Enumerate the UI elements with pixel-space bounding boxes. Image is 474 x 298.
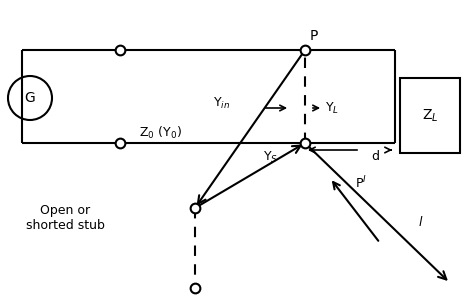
- Text: Open or
shorted stub: Open or shorted stub: [26, 204, 104, 232]
- Text: P: P: [310, 29, 319, 43]
- Text: l: l: [418, 217, 422, 229]
- Text: Z$_L$: Z$_L$: [422, 108, 438, 124]
- Text: Y$_{in}$: Y$_{in}$: [213, 95, 230, 111]
- Text: Y$_S$: Y$_S$: [263, 150, 278, 165]
- Text: P$^I$: P$^I$: [355, 175, 367, 191]
- Text: Y$_L$: Y$_L$: [325, 100, 339, 116]
- Text: d: d: [371, 150, 379, 162]
- Text: Z$_0$ (Y$_0$): Z$_0$ (Y$_0$): [138, 125, 182, 141]
- Text: G: G: [25, 91, 36, 105]
